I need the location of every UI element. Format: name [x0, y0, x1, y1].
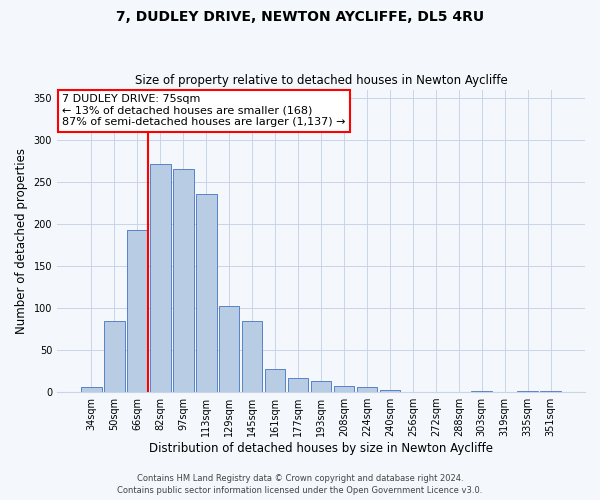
Bar — [150, 164, 170, 392]
Bar — [541, 391, 561, 392]
X-axis label: Distribution of detached houses by size in Newton Aycliffe: Distribution of detached houses by size … — [149, 442, 493, 455]
Bar — [311, 381, 331, 392]
Y-axis label: Number of detached properties: Number of detached properties — [15, 148, 28, 334]
Bar — [334, 386, 355, 392]
Bar — [380, 390, 400, 392]
Title: Size of property relative to detached houses in Newton Aycliffe: Size of property relative to detached ho… — [134, 74, 508, 87]
Text: 7 DUDLEY DRIVE: 75sqm
← 13% of detached houses are smaller (168)
87% of semi-det: 7 DUDLEY DRIVE: 75sqm ← 13% of detached … — [62, 94, 346, 128]
Bar — [127, 230, 148, 392]
Bar — [265, 370, 286, 392]
Text: Contains HM Land Registry data © Crown copyright and database right 2024.
Contai: Contains HM Land Registry data © Crown c… — [118, 474, 482, 495]
Bar — [288, 378, 308, 392]
Text: 7, DUDLEY DRIVE, NEWTON AYCLIFFE, DL5 4RU: 7, DUDLEY DRIVE, NEWTON AYCLIFFE, DL5 4R… — [116, 10, 484, 24]
Bar — [196, 194, 217, 392]
Bar — [356, 387, 377, 392]
Bar — [219, 306, 239, 392]
Bar — [104, 322, 125, 392]
Bar — [472, 391, 492, 392]
Bar — [81, 387, 102, 392]
Bar — [517, 391, 538, 392]
Bar — [242, 322, 262, 392]
Bar — [173, 170, 194, 392]
